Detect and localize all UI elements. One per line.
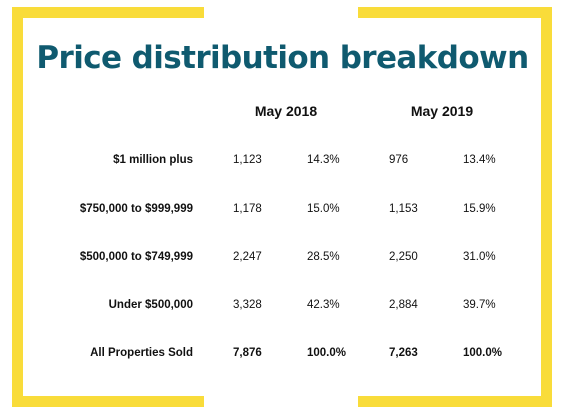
cell-may-2019-percent: 15.9% bbox=[463, 203, 496, 215]
cell-may-2019-percent: 13.4% bbox=[463, 154, 496, 166]
cell-may-2018-count: 3,328 bbox=[233, 299, 262, 311]
column-header-may-2019: May 2019 bbox=[410, 103, 474, 119]
cell-may-2019-count: 2,884 bbox=[389, 299, 418, 311]
cell-may-2018-percent: 14.3% bbox=[307, 154, 340, 166]
frame-bracket-right bbox=[358, 7, 552, 407]
cell-may-2019-count: 976 bbox=[389, 154, 409, 166]
cell-may-2018-percent: 42.3% bbox=[307, 299, 340, 311]
cell-may-2018-percent: 100.0% bbox=[307, 347, 347, 359]
cell-may-2019-percent: 39.7% bbox=[463, 299, 496, 311]
column-header-may-2018: May 2018 bbox=[254, 103, 318, 119]
cell-may-2019-percent: 31.0% bbox=[463, 251, 496, 263]
frame-bracket-left bbox=[12, 7, 204, 407]
chart-title: Price distribution breakdown bbox=[36, 40, 529, 76]
cell-may-2018-percent: 28.5% bbox=[307, 251, 340, 263]
cell-may-2018-percent: 15.0% bbox=[307, 203, 340, 215]
row-label: $500,000 to $749,999 bbox=[79, 251, 193, 263]
cell-may-2019-count: 1,153 bbox=[389, 203, 418, 215]
cell-may-2019-count: 7,263 bbox=[389, 347, 418, 359]
cell-may-2018-count: 2,247 bbox=[233, 251, 262, 263]
row-label: $750,000 to $999,999 bbox=[79, 203, 193, 215]
cell-may-2018-count: 1,178 bbox=[233, 203, 262, 215]
cell-may-2019-percent: 100.0% bbox=[463, 347, 503, 359]
cell-may-2018-count: 1,123 bbox=[233, 154, 262, 166]
cell-may-2019-count: 2,250 bbox=[389, 251, 418, 263]
row-label: All Properties Sold bbox=[90, 347, 193, 359]
row-label: $1 million plus bbox=[113, 154, 193, 166]
cell-may-2018-count: 7,876 bbox=[233, 347, 262, 359]
row-label: Under $500,000 bbox=[108, 299, 193, 311]
